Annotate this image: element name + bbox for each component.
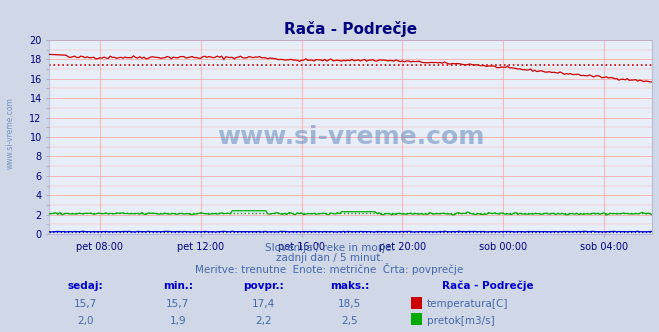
Text: zadnji dan / 5 minut.: zadnji dan / 5 minut. (275, 253, 384, 263)
Text: povpr.:: povpr.: (243, 281, 284, 290)
Text: min.:: min.: (163, 281, 193, 290)
Text: 17,4: 17,4 (252, 299, 275, 309)
Text: pretok[m3/s]: pretok[m3/s] (427, 316, 495, 326)
Text: 15,7: 15,7 (74, 299, 98, 309)
Text: 2,0: 2,0 (77, 316, 94, 326)
Title: Rača - Podrečje: Rača - Podrečje (284, 21, 418, 37)
Text: sedaj:: sedaj: (68, 281, 103, 290)
Text: Rača - Podrečje: Rača - Podrečje (442, 281, 533, 291)
Text: 1,9: 1,9 (169, 316, 186, 326)
Text: Slovenija / reke in morje.: Slovenija / reke in morje. (264, 243, 395, 253)
Text: www.si-vreme.com: www.si-vreme.com (217, 125, 484, 149)
Text: 15,7: 15,7 (166, 299, 190, 309)
Text: Meritve: trenutne  Enote: metrične  Črta: povprečje: Meritve: trenutne Enote: metrične Črta: … (195, 263, 464, 275)
Text: temperatura[C]: temperatura[C] (427, 299, 509, 309)
Text: 18,5: 18,5 (337, 299, 361, 309)
Text: www.si-vreme.com: www.si-vreme.com (5, 97, 14, 169)
Text: maks.:: maks.: (330, 281, 369, 290)
Text: 2,5: 2,5 (341, 316, 358, 326)
Text: 2,2: 2,2 (255, 316, 272, 326)
